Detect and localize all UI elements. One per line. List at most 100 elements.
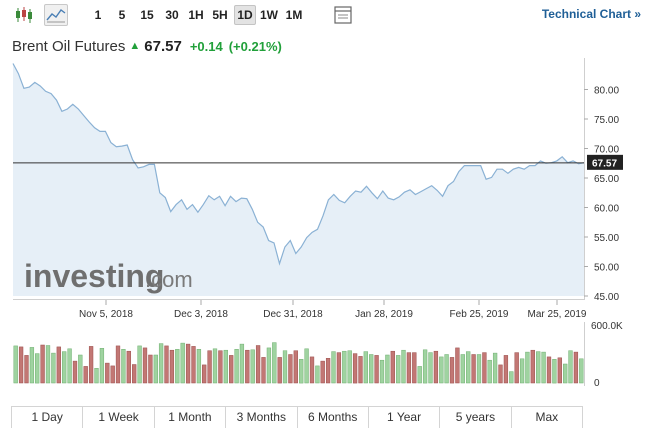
chart-toolbar: 1 5 15 30 1H 5H 1D 1W 1M Technical Chart… xyxy=(0,0,649,30)
range-5hour[interactable]: 5H xyxy=(212,8,228,22)
volume-bar xyxy=(514,352,519,384)
y-tick-label: 60.00 xyxy=(594,204,619,215)
volume-bar xyxy=(137,345,142,384)
period-tabs: 1 Day 1 Week 1 Month 3 Months 6 Months 1… xyxy=(11,406,583,428)
volume-bar xyxy=(169,349,175,384)
y-tick-label: 65.00 xyxy=(594,174,619,185)
volume-bar xyxy=(412,352,417,384)
volume-bar xyxy=(541,351,546,384)
volume-bar xyxy=(444,354,449,384)
x-tick-label: Jan 28, 2019 xyxy=(355,309,413,320)
range-1hour[interactable]: 1H xyxy=(188,8,204,22)
volume-bar xyxy=(428,352,433,384)
volume-bar xyxy=(546,356,552,384)
tab-6-months[interactable]: 6 Months xyxy=(298,407,369,428)
watermark-suffix: .com xyxy=(145,267,193,292)
volume-bar xyxy=(245,349,250,384)
volume-bar xyxy=(519,358,525,384)
range-1min[interactable]: 1 xyxy=(94,8,102,22)
volume-tick-max: 600.0K xyxy=(591,321,623,332)
volume-bar xyxy=(180,342,185,384)
volume-bar xyxy=(234,349,239,384)
watermark-main: investing xyxy=(24,258,164,294)
volume-bar xyxy=(24,355,29,384)
volume-bar xyxy=(439,356,444,384)
x-tick-label: Dec 31, 2018 xyxy=(263,309,323,320)
volume-bar xyxy=(126,350,131,384)
volume-bar xyxy=(218,350,223,384)
volume-bar xyxy=(148,354,153,384)
range-30min[interactable]: 30 xyxy=(165,8,179,22)
y-tick-label: 50.00 xyxy=(594,263,619,274)
area-chart-icon[interactable] xyxy=(44,4,68,26)
instrument-name: Brent Oil Futures xyxy=(12,38,126,55)
volume-bar xyxy=(396,355,401,384)
volume-bar xyxy=(476,354,482,384)
tab-max[interactable]: Max xyxy=(535,410,559,424)
volume-bar xyxy=(573,351,579,384)
volume-bar xyxy=(229,355,234,384)
volume-bar xyxy=(390,350,395,384)
volume-bar xyxy=(293,350,298,384)
tab-1-week[interactable]: 1 Week xyxy=(83,407,155,428)
volume-bar xyxy=(288,354,293,384)
range-1week[interactable]: 1W xyxy=(260,8,278,22)
tab-1-year[interactable]: 1 Year xyxy=(369,407,441,428)
volume-bar xyxy=(509,371,514,384)
volume-bar xyxy=(487,359,492,384)
volume-bar xyxy=(99,348,105,384)
volume-bar xyxy=(379,359,385,384)
volume-bar xyxy=(347,350,352,384)
x-tick-label: Nov 5, 2018 xyxy=(79,309,133,320)
volume-bar xyxy=(13,345,18,384)
volume-tick-zero: 0 xyxy=(594,378,600,389)
volume-bar xyxy=(191,346,196,384)
volume-bar xyxy=(466,351,471,384)
volume-bar xyxy=(374,355,379,384)
range-1month[interactable]: 1M xyxy=(285,8,303,22)
volume-bar xyxy=(277,357,282,384)
volume-bar xyxy=(196,349,202,384)
tab-1-day[interactable]: 1 Day xyxy=(12,407,84,428)
candlestick-icon[interactable] xyxy=(12,4,36,26)
volume-bar xyxy=(385,354,390,384)
volume-bar xyxy=(83,366,88,384)
range-1day[interactable]: 1D xyxy=(234,5,256,25)
volume-bar xyxy=(207,350,212,384)
volume-bar xyxy=(352,353,358,384)
volume-bar xyxy=(530,349,535,384)
volume-bar xyxy=(449,357,455,384)
tab-3-months[interactable]: 3 Months xyxy=(226,407,298,428)
volume-bar xyxy=(369,354,374,384)
volume-bar xyxy=(158,343,164,384)
tab-1-month[interactable]: 1 Month xyxy=(155,407,227,428)
volume-bar xyxy=(105,362,110,384)
volume-bar xyxy=(552,359,557,384)
volume-bar xyxy=(460,354,465,384)
tab-5-years[interactable]: 5 years xyxy=(440,407,512,428)
y-tick-label: 75.00 xyxy=(594,115,619,126)
technical-chart-link[interactable]: Technical Chart » xyxy=(541,7,641,21)
investing-watermark: investing .com xyxy=(24,258,193,294)
volume-bar xyxy=(422,349,428,384)
volume-bar xyxy=(299,359,304,384)
range-5min[interactable]: 5 xyxy=(118,8,126,22)
volume-bar xyxy=(121,349,126,384)
range-15min[interactable]: 15 xyxy=(140,8,154,22)
volume-bar xyxy=(525,351,530,384)
volume-bar xyxy=(406,352,412,384)
price-line xyxy=(12,63,585,266)
last-price-tag xyxy=(587,154,623,170)
x-tick-label: Dec 3, 2018 xyxy=(174,309,228,320)
volume-bar xyxy=(455,347,460,384)
volume-bar xyxy=(72,360,78,384)
volume-bar xyxy=(563,363,568,384)
volume-bar xyxy=(331,351,336,384)
volume-bar xyxy=(202,364,207,384)
up-arrow-icon: ▲ xyxy=(129,40,141,52)
volume-bar xyxy=(67,348,72,384)
volume-bar xyxy=(29,347,35,384)
chart-settings-icon[interactable] xyxy=(331,4,355,26)
volume-bar xyxy=(315,365,320,384)
